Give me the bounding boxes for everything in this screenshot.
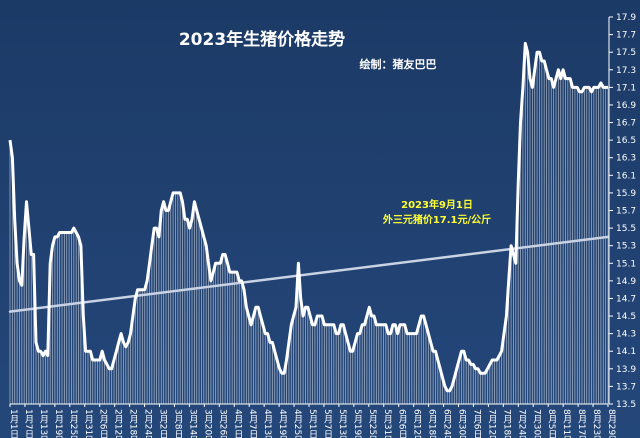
x-tick-label: 2月6日 bbox=[98, 409, 109, 438]
x-tick-label: 8月23日 bbox=[591, 409, 602, 438]
series-line bbox=[8, 41, 608, 393]
x-tick-label: 5月25日 bbox=[367, 409, 378, 438]
x-tick-label: 5月13日 bbox=[337, 409, 348, 438]
x-tick-label: 8月11日 bbox=[561, 409, 572, 438]
trend-line bbox=[8, 235, 610, 313]
y-axis: 13.5 13.7 13.9 14.1 14.3 14.5 14.7 14.9 15.1 15.3… bbox=[608, 13, 636, 410]
annotation-price: 外三元猪价17.1元/公斤 bbox=[382, 213, 491, 226]
chart-title: 2023年生猪价格走势 bbox=[179, 29, 345, 50]
x-tick-label: 7月12日 bbox=[486, 409, 497, 438]
y-tick-label: 13.5 bbox=[616, 400, 636, 410]
y-tick-label: 15.9 bbox=[616, 189, 636, 199]
x-tick-label: 4月13日 bbox=[262, 409, 273, 438]
x-tick-label: 1月1日 bbox=[8, 409, 19, 438]
y-tick-label: 15.3 bbox=[616, 242, 636, 252]
x-tick-label: 5月19日 bbox=[352, 409, 363, 438]
x-tick-label: 1月7日 bbox=[23, 409, 34, 438]
x-tick-label: 4月25日 bbox=[292, 409, 303, 438]
chart-subtitle: 绘制：猪友巴巴 bbox=[360, 57, 437, 71]
y-tick-label: 16.5 bbox=[616, 136, 636, 146]
y-tick-label: 17.9 bbox=[616, 13, 636, 23]
y-tick-label: 17.5 bbox=[616, 48, 636, 58]
x-tick-label: 6月24日 bbox=[442, 409, 453, 438]
x-tick-label: 6月6日 bbox=[397, 409, 408, 438]
y-tick-label: 17.3 bbox=[616, 66, 636, 76]
annotation-date: 2023年9月1日 bbox=[401, 198, 473, 211]
x-tick-label: 8月17日 bbox=[576, 409, 587, 438]
x-tick-label: 7月18日 bbox=[501, 409, 512, 438]
x-tick-label: 1月25日 bbox=[68, 409, 79, 438]
x-tick-label: 4月1日 bbox=[232, 409, 243, 438]
x-tick-label: 1月13日 bbox=[38, 409, 49, 438]
y-tick-label: 17.7 bbox=[616, 31, 636, 41]
y-tick-label: 16.9 bbox=[616, 101, 636, 111]
y-tick-label: 14.1 bbox=[616, 347, 636, 357]
y-tick-label: 15.5 bbox=[616, 224, 636, 234]
x-tick-label: 3月14日 bbox=[187, 409, 198, 438]
x-tick-label: 3月26日 bbox=[217, 409, 228, 438]
x-tick-label: 4月7日 bbox=[247, 409, 258, 438]
x-tick-label: 5月1日 bbox=[307, 409, 318, 438]
x-tick-label: 5月7日 bbox=[322, 409, 333, 438]
y-tick-label: 17.1 bbox=[616, 83, 636, 93]
y-tick-label: 14.5 bbox=[616, 312, 636, 322]
x-tick-label: 4月19日 bbox=[277, 409, 288, 438]
x-tick-label: 6月30日 bbox=[457, 409, 468, 438]
y-tick-label: 13.9 bbox=[616, 365, 636, 375]
y-tick-label: 16.3 bbox=[616, 154, 636, 164]
y-tick-label: 14.3 bbox=[616, 330, 636, 340]
x-tick-label: 7月30日 bbox=[531, 409, 542, 438]
y-tick-label: 15.1 bbox=[616, 259, 636, 269]
x-tick-label: 7月6日 bbox=[471, 409, 482, 438]
x-tick-label: 7月24日 bbox=[516, 409, 527, 438]
x-tick-label: 3月8日 bbox=[172, 409, 183, 438]
y-tick-label: 16.7 bbox=[616, 119, 636, 129]
x-tick-label: 2月18日 bbox=[128, 409, 139, 438]
x-tick-label: 2月24日 bbox=[143, 409, 154, 438]
x-tick-label: 8月29日 bbox=[606, 409, 617, 438]
y-tick-label: 14.9 bbox=[616, 277, 636, 287]
x-tick-label: 3月20日 bbox=[202, 409, 213, 438]
x-tick-label: 1月31日 bbox=[83, 409, 94, 438]
y-tick-label: 13.7 bbox=[616, 382, 636, 392]
x-tick-label: 8月5日 bbox=[546, 409, 557, 438]
x-tick-label: 6月12日 bbox=[412, 409, 423, 438]
y-tick-label: 16.1 bbox=[616, 171, 636, 181]
y-tick-label: 15.7 bbox=[616, 207, 636, 217]
y-tick-label: 14.7 bbox=[616, 294, 636, 304]
x-tick-label: 5月31日 bbox=[382, 409, 393, 438]
x-tick-label: 1月19日 bbox=[53, 409, 64, 438]
x-axis: 1月1日 1月7日 1月13日 1月19日 1月25日 1月31日 2月6日 2月12日 2月1… bbox=[8, 403, 617, 438]
x-tick-label: 2月12日 bbox=[113, 409, 124, 438]
x-tick-label: 6月18日 bbox=[427, 409, 438, 438]
x-tick-label: 3月2日 bbox=[158, 409, 169, 438]
